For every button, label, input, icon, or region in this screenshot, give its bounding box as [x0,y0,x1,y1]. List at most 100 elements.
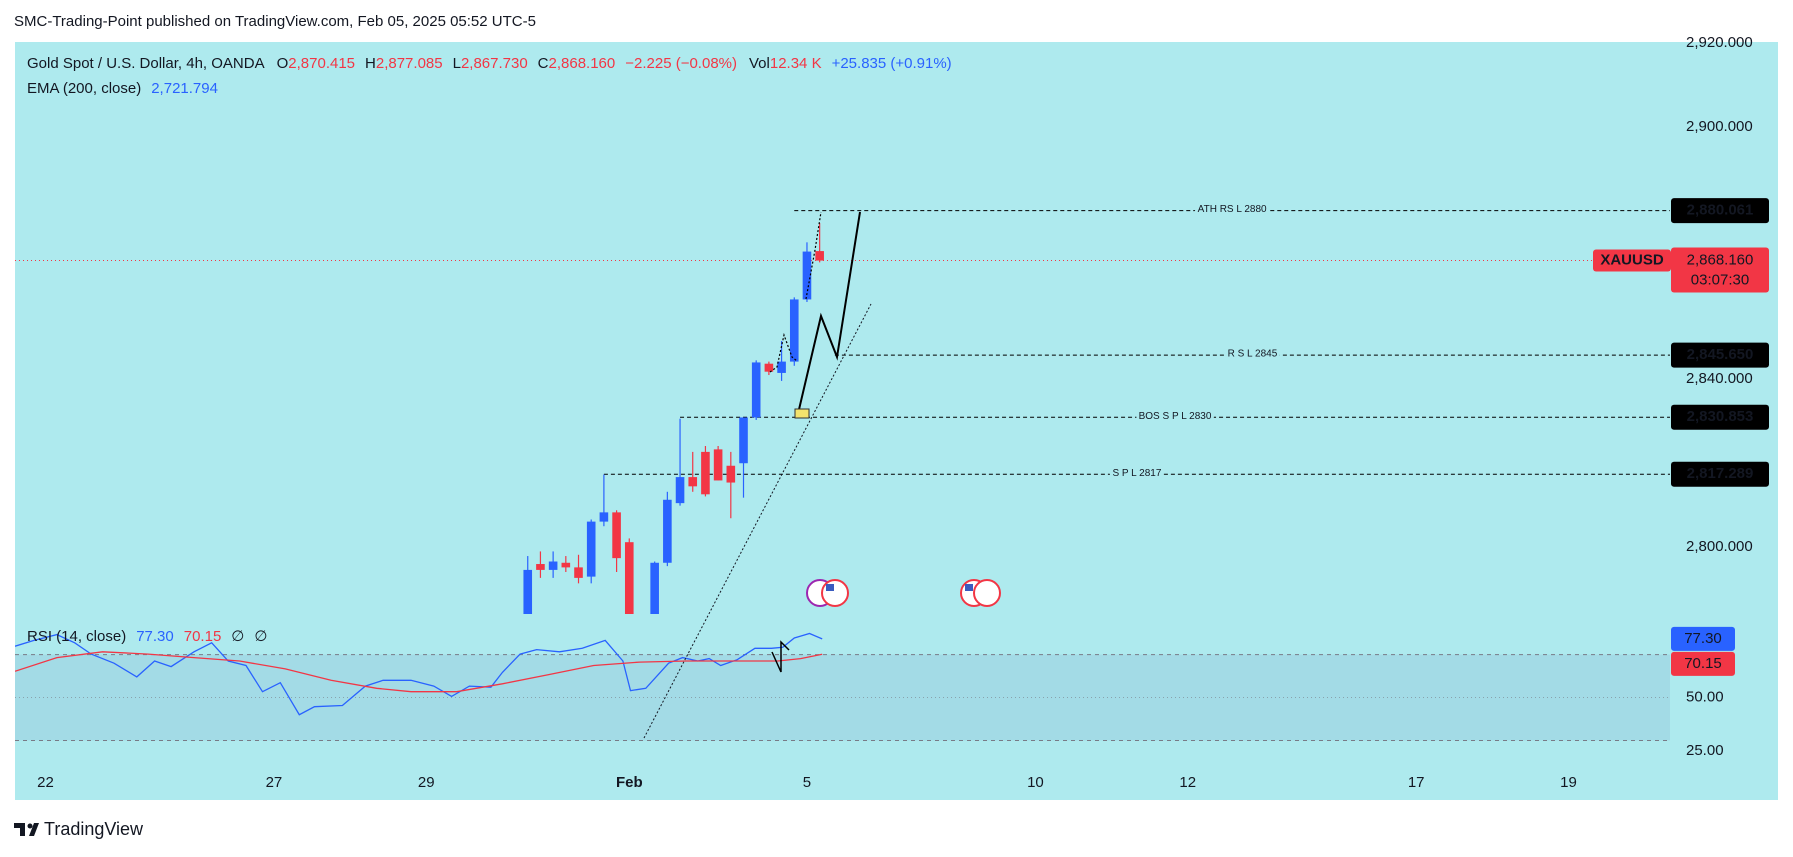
candle-body [586,521,596,577]
dotted-path [769,332,798,373]
ohlc-value: 2,867.730 [461,55,528,72]
symbol-title: Gold Spot / U.S. Dollar, 4h, OANDA [27,55,265,72]
ohlc-value: 2,868.160 [549,55,616,72]
logo-dot [27,823,33,829]
price-value-box [1671,247,1769,293]
flag-canton [965,584,973,591]
rsi-value-label: 77.30 [1684,630,1722,647]
event-icon[interactable] [973,579,1001,607]
y-tick-label: 25.00 [1686,742,1724,759]
rsi-value: 77.30 [136,628,174,645]
ohlc-value: 2,870.415 [288,55,355,72]
levels: ATH RS L 2880 2,880.061 R S L 2845 2,845.65… [603,198,1769,487]
ohlc-label: C [538,55,549,72]
candle-body [751,362,761,418]
indicator: EMA (200, close) 2,721.794 [27,80,218,97]
extra: +25.835 (+0.91%) [832,55,952,72]
ohlc-value: 2,877.085 [376,55,443,72]
level-value-box [1671,342,1769,368]
candle-body [764,363,774,372]
flag-canton [826,584,834,591]
event-icon[interactable] [821,579,849,607]
ohlc-label: H [365,55,376,72]
x-tick-label: 5 [803,774,811,791]
level-value-label: 2,830.853 [1687,408,1754,425]
candle-body [523,569,533,614]
candle-body [739,417,748,464]
dotted-path [805,211,822,300]
candle-body [789,299,799,362]
rsi-line [15,651,823,693]
x-tick-label: 19 [1560,774,1577,791]
candle-body [624,542,634,614]
marker-box [794,408,810,419]
candle-body [663,499,672,563]
indicator-name: EMA (200, close) [27,80,141,97]
rsi-value-box [1671,651,1735,676]
rsi-extra: ∅ [231,628,244,645]
y-tick-label: 2,900.000 [1686,118,1753,135]
y-tick-label: 2,840.000 [1686,370,1753,387]
candle-body [815,251,824,261]
change: −2.225 (−0.08%) [625,55,737,72]
price-symbol: XAUUSD [1600,252,1664,269]
level-label: R S L 2845 [1228,349,1278,360]
rsi-band [15,654,1670,741]
candle-body [599,512,609,522]
candle-body [675,477,685,504]
level-value-box [1671,404,1769,430]
candle-body [574,567,583,578]
candle-body [650,562,659,614]
candle-body [726,465,736,483]
rsi-value-box [1671,626,1735,651]
level-value-label: 2,880.061 [1687,202,1754,219]
price-value: 2,868.160 [1687,252,1754,269]
brand: TradingView [44,819,144,839]
tradingview-logo: TradingView [14,819,144,839]
price-symbol-box [1593,249,1671,272]
event-icons [806,579,1001,607]
x-tick-label: 22 [37,774,54,791]
level-label: S P L 2817 [1112,468,1161,479]
level-value-box [1671,198,1769,224]
candle-body [548,561,558,570]
volume-value: 12.34 K [770,55,822,72]
rsi-legend: RSI (14, close) 77.30 70.15 ∅ ∅ [27,628,267,645]
legend: Gold Spot / U.S. Dollar, 4h, OANDA O2,870… [27,55,952,72]
level-label: BOS S P L 2830 [1139,411,1212,422]
drawings [643,211,872,739]
candle-body [536,564,545,570]
candle-body [612,512,621,559]
indicator-value: 2,721.794 [151,80,218,97]
y-tick-label: 50.00 [1686,688,1724,705]
candles [523,223,824,614]
level-value-label: 2,817.289 [1687,465,1754,482]
trend-line [643,303,872,739]
candle-body [713,449,723,481]
rsi-value: 70.15 [184,628,222,645]
volume-label: Vol [749,55,770,72]
level-value-label: 2,845.650 [1687,346,1754,363]
rsi-lines [15,632,823,716]
candle-body [777,361,786,373]
candle-body [701,451,710,495]
logo-mark [14,823,39,836]
rsi-value-label: 70.15 [1684,655,1722,672]
x-tick-label: 27 [266,774,283,791]
y-tick-label: 2,800.000 [1686,538,1753,555]
x-tick-label: 17 [1408,774,1425,791]
rsi-title: RSI (14, close) [27,628,126,645]
x-tick-label: 12 [1179,774,1196,791]
ohlc-label: O [277,55,289,72]
candle-body [561,562,571,568]
candle-body [802,251,812,300]
level-value-box [1671,461,1769,487]
price-countdown: 03:07:30 [1691,272,1749,289]
y-tick-label: 2,920.000 [1686,34,1753,51]
rsi-zigzag [771,640,790,673]
ohlc-label: L [453,55,461,72]
publisher: SMC-Trading-Point published on TradingVi… [14,13,536,30]
x-tick-label: Feb [616,774,643,791]
rsi-extra: ∅ [254,628,267,645]
